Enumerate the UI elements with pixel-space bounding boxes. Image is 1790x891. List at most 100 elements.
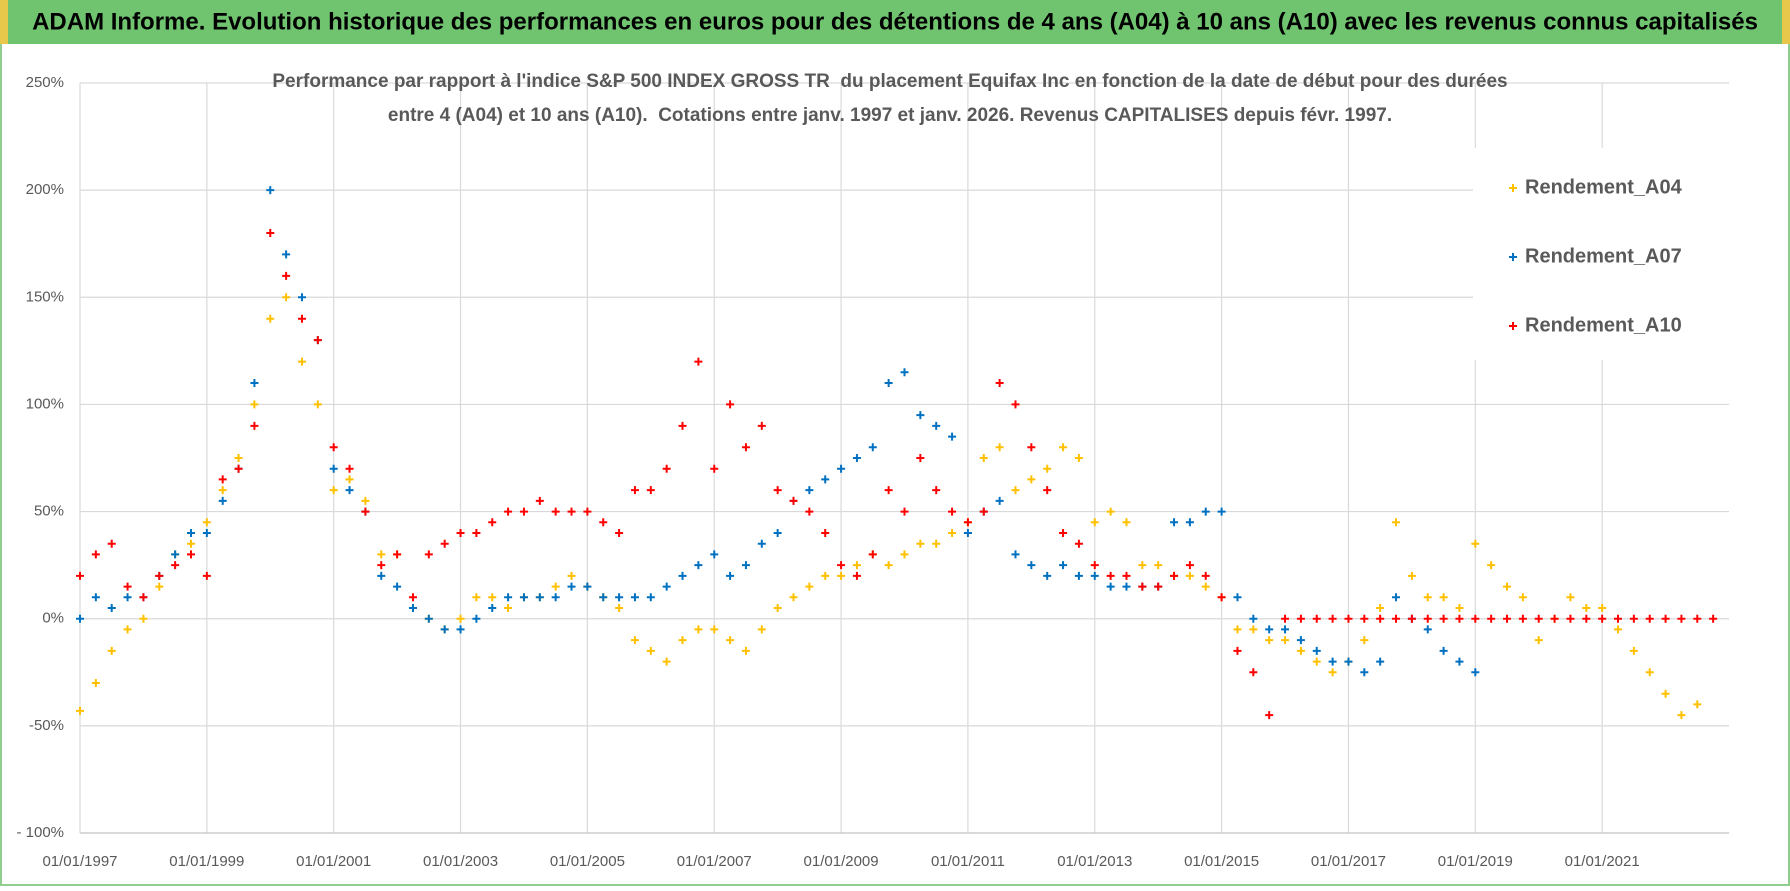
point — [472, 529, 481, 537]
point — [297, 293, 306, 302]
point — [1059, 443, 1068, 452]
point — [1566, 593, 1575, 602]
point — [1677, 614, 1686, 623]
y-tick-label: 100% — [26, 395, 64, 412]
header-accent — [1782, 0, 1790, 44]
point — [186, 529, 195, 537]
x-tick-label: 01/01/2013 — [1057, 853, 1132, 870]
point — [1344, 657, 1353, 666]
point — [282, 271, 291, 280]
point — [741, 646, 750, 655]
point — [805, 486, 814, 495]
point — [519, 507, 528, 516]
point — [345, 464, 354, 473]
header-band — [0, 0, 1790, 44]
page-title: ADAM Informe. Evolution historique des p… — [32, 8, 1758, 35]
point — [345, 486, 354, 495]
point — [488, 593, 497, 602]
legend-label: Rendement_A04 — [1525, 176, 1683, 198]
point — [630, 486, 639, 495]
point — [297, 357, 306, 366]
point — [1249, 625, 1258, 634]
point — [472, 593, 481, 602]
point — [551, 507, 560, 516]
point — [329, 443, 338, 452]
point — [76, 614, 84, 623]
point — [630, 636, 639, 645]
point — [1645, 614, 1654, 623]
point — [963, 518, 972, 527]
point — [868, 443, 877, 452]
point — [186, 539, 195, 548]
point — [916, 411, 925, 420]
point — [488, 518, 497, 527]
point — [741, 561, 750, 570]
point — [1439, 646, 1448, 655]
point — [1503, 582, 1512, 591]
point — [139, 614, 148, 623]
x-tick-label: 01/01/2011 — [931, 853, 1005, 870]
point — [1233, 593, 1242, 602]
point — [1170, 571, 1179, 580]
point — [202, 571, 211, 580]
point — [282, 293, 291, 302]
point — [1614, 614, 1623, 623]
point — [218, 475, 227, 484]
point — [1471, 668, 1480, 677]
point — [1344, 614, 1353, 623]
point — [1392, 593, 1401, 602]
point — [1265, 711, 1274, 720]
point — [377, 571, 386, 580]
y-tick-label: - 100% — [16, 824, 64, 841]
point — [1312, 646, 1321, 655]
point — [1392, 518, 1401, 527]
point — [329, 486, 338, 495]
point — [1518, 614, 1527, 623]
point — [615, 604, 624, 612]
point — [1106, 507, 1115, 516]
point — [266, 314, 275, 323]
point — [678, 636, 687, 645]
point — [551, 582, 560, 591]
point — [1011, 400, 1020, 409]
point — [1185, 561, 1194, 570]
point — [1392, 614, 1401, 623]
point — [900, 507, 909, 516]
point — [535, 496, 544, 505]
y-tick-label: 150% — [26, 288, 64, 305]
point — [535, 593, 544, 602]
point — [1296, 614, 1305, 623]
point — [567, 507, 576, 516]
point — [1185, 571, 1194, 580]
x-tick-label: 01/01/2017 — [1311, 853, 1386, 870]
point — [1059, 529, 1068, 537]
point — [1328, 614, 1337, 623]
point — [821, 571, 830, 580]
point — [837, 561, 846, 570]
point — [1074, 571, 1083, 580]
point — [1423, 614, 1432, 623]
point — [821, 475, 830, 484]
point — [615, 529, 624, 537]
point — [123, 593, 132, 602]
point — [1154, 561, 1163, 570]
x-tick-label: 01/01/2009 — [804, 853, 879, 870]
point — [1249, 668, 1258, 677]
point — [710, 625, 719, 634]
point — [107, 604, 116, 612]
point — [1138, 582, 1147, 591]
point — [1661, 689, 1670, 698]
point — [1122, 571, 1131, 580]
point — [266, 186, 275, 195]
point — [1043, 486, 1052, 495]
point — [932, 539, 941, 548]
point — [1503, 614, 1512, 623]
point — [1645, 668, 1654, 677]
point — [1677, 711, 1686, 720]
point — [852, 561, 861, 570]
point — [1090, 571, 1099, 580]
point — [123, 582, 132, 591]
point — [1074, 454, 1083, 462]
point — [218, 486, 227, 495]
point — [234, 454, 243, 462]
